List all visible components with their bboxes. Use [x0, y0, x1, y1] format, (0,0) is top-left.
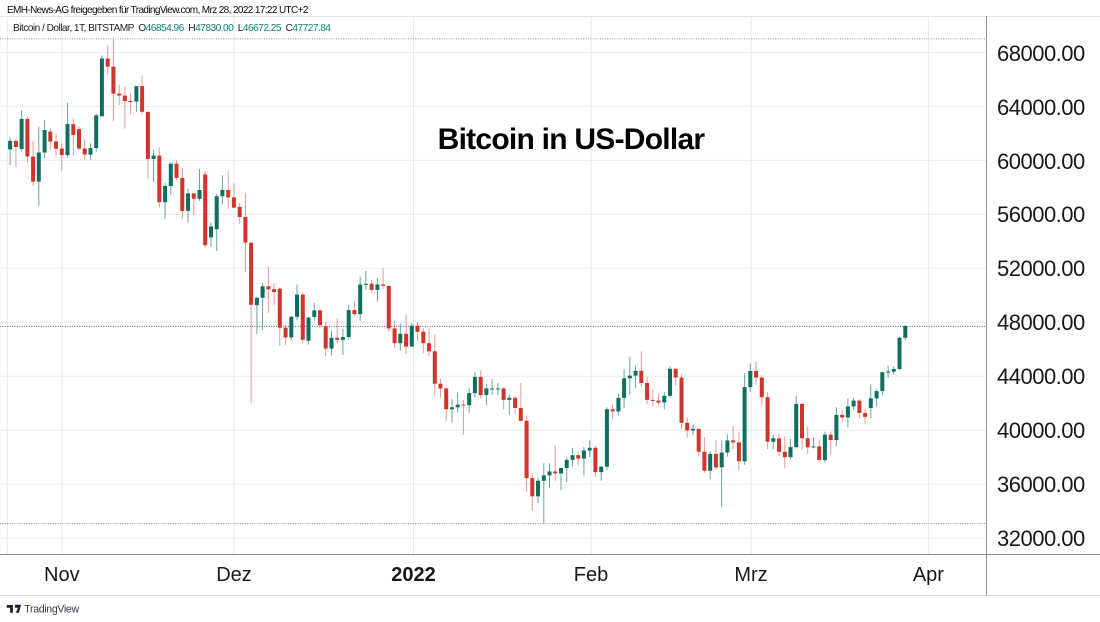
- svg-text:TradingView: TradingView: [24, 604, 79, 616]
